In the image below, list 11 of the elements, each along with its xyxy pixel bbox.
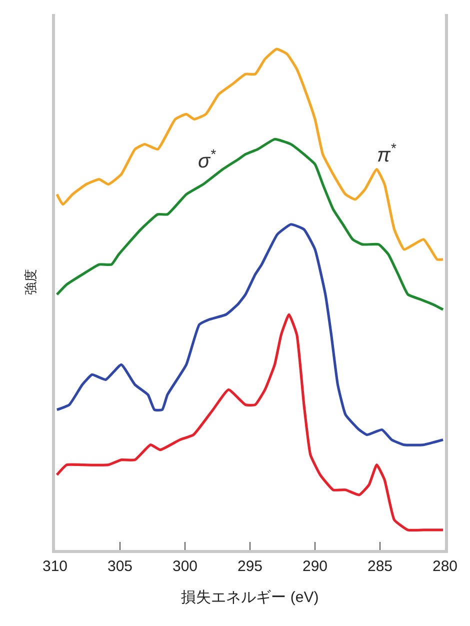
- x-tick-label: 305: [107, 558, 133, 575]
- x-tick-label: 280: [432, 558, 458, 575]
- x-tick-label: 285: [367, 558, 393, 575]
- annotation: σ$^{*}$: [198, 146, 216, 172]
- x-tick-label: 295: [237, 558, 263, 575]
- annotation: π$^{*}$: [377, 140, 396, 166]
- x-tick-label: 290: [302, 558, 328, 575]
- x-tick-label: 300: [172, 558, 198, 575]
- y-axis-title: 強度: [22, 269, 39, 295]
- x-axis-title: 損失エネルギー (eV): [181, 589, 319, 606]
- x-tick-label: 310: [42, 558, 68, 575]
